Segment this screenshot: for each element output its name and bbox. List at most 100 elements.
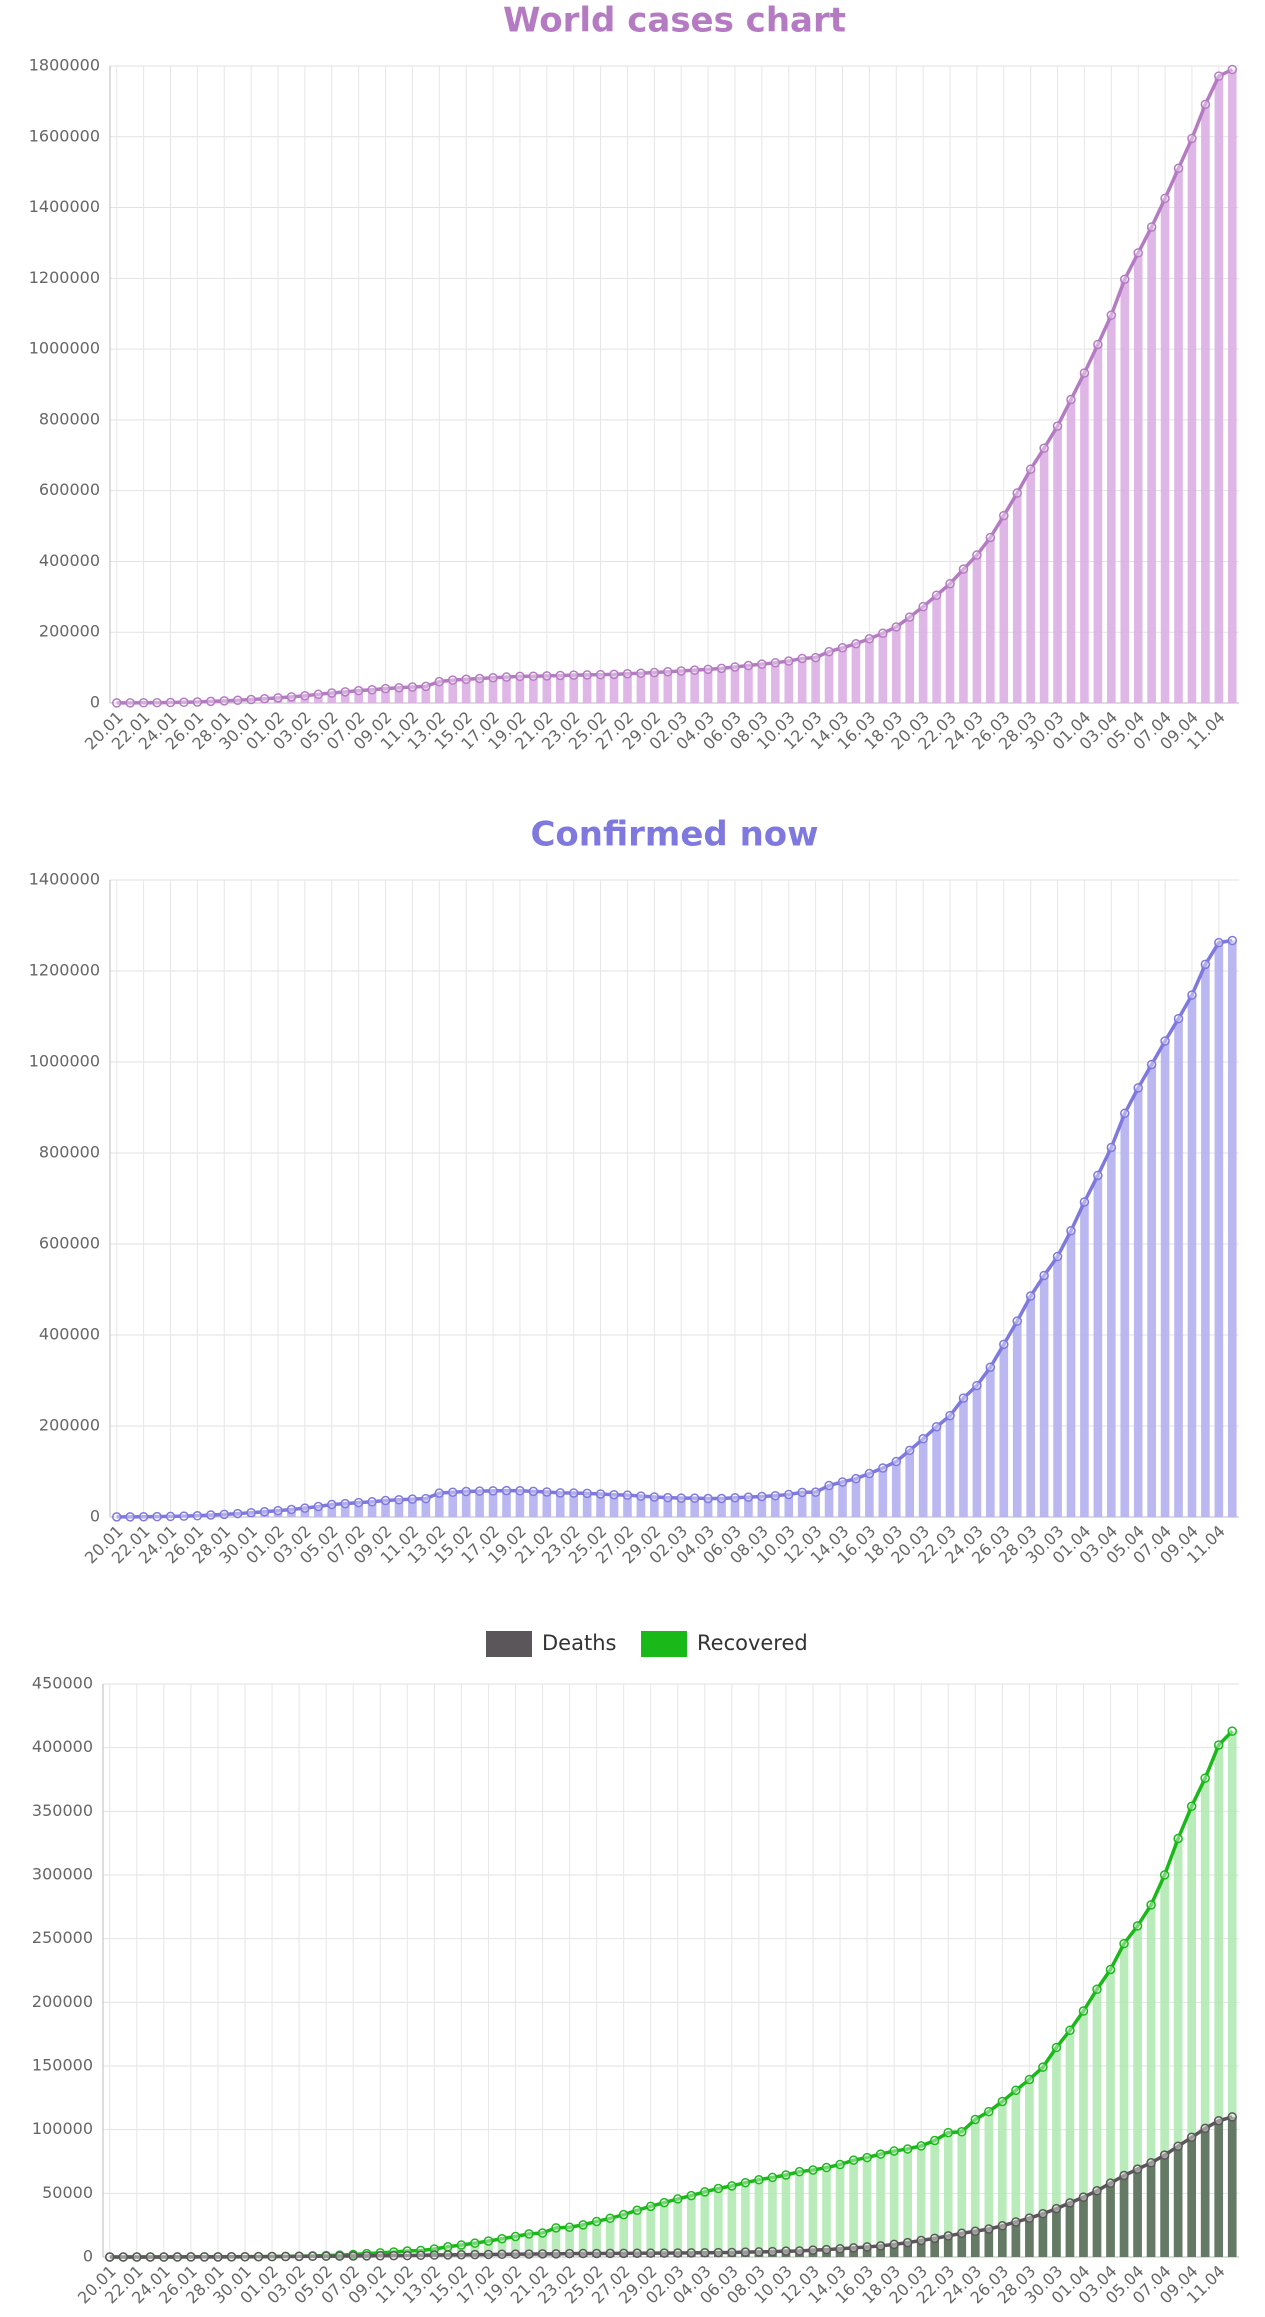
point [268,2253,276,2261]
bar [1013,493,1022,703]
point [714,2184,722,2192]
point [301,1504,309,1512]
bar [1188,995,1197,1517]
y-tick-label: 1600000 [29,126,100,145]
bar [784,661,793,703]
bar [959,569,968,703]
bar [838,648,847,703]
point [879,1464,887,1472]
point [408,1495,416,1503]
bar [946,1416,955,1517]
bar [1174,1019,1183,1517]
bar [863,2158,872,2257]
point [852,1475,860,1483]
point [1107,2179,1115,2187]
bar [825,652,834,703]
point [376,2252,384,2260]
point [1094,1171,1102,1179]
bar [1134,253,1143,703]
point [1054,422,1062,430]
point [328,689,336,697]
point [583,1489,591,1497]
y-tick-label: 200000 [39,622,100,641]
point [1012,2218,1020,2226]
point [449,1488,457,1496]
bar [959,1398,968,1517]
point [647,2202,655,2210]
point [798,654,806,662]
point [336,2252,344,2260]
bar [836,2165,845,2257]
bar [1201,2128,1210,2257]
point [417,2251,425,2259]
point [1174,1835,1182,1843]
point [606,2214,614,2222]
bar [1025,2218,1034,2257]
point [363,2252,371,2260]
point [1052,2043,1060,2051]
point [714,2249,722,2257]
point [449,676,457,684]
bar [822,2168,831,2257]
line [110,2117,1232,2257]
point [146,2253,154,2261]
y-tick-label: 800000 [39,409,100,428]
point [904,2239,912,2247]
point [863,2154,871,2162]
point [986,534,994,542]
y-tick-label: 400000 [32,1737,93,1756]
y-tick-label: 400000 [39,1325,100,1344]
point [355,1499,363,1507]
bar [700,2192,709,2257]
point [1093,2187,1101,2195]
point [382,685,390,693]
point [457,2251,465,2259]
y-tick-label: 200000 [39,1416,100,1435]
bar [1012,2222,1021,2257]
y-tick-label: 1400000 [29,870,100,889]
point [687,2192,695,2200]
bar [1013,1321,1022,1517]
point [1228,937,1236,945]
bar [1052,2209,1061,2257]
point [985,2225,993,2233]
point [579,2250,587,2258]
point [126,699,134,707]
point [1067,1227,1075,1235]
point [637,1492,645,1500]
bar [1120,2176,1129,2257]
point [187,2253,195,2261]
point [552,2224,560,2232]
point [610,1491,618,1499]
point [731,1494,739,1502]
bar [677,671,686,703]
chart-title: World cases chart [503,1,846,41]
y-tick-label: 1200000 [29,268,100,287]
point [309,2252,317,2260]
point [633,2249,641,2257]
point [471,2239,479,2247]
point [890,2147,898,2155]
point [839,1478,847,1486]
point [247,696,255,704]
point [408,683,416,691]
point [133,2253,141,2261]
bar [1228,2117,1237,2257]
point [349,2252,357,2260]
point [812,1488,820,1496]
point [1228,2113,1236,2121]
point [1134,1922,1142,1930]
y-tick-label: 400000 [39,551,100,570]
point [395,1496,403,1504]
point [502,673,510,681]
point [341,1500,349,1508]
point [1107,311,1115,319]
point [744,662,752,670]
y-tick-label: 1000000 [29,339,100,358]
y-tick-label: 600000 [39,1234,100,1253]
point [287,1505,295,1513]
point [1067,396,1075,404]
point [173,2253,181,2261]
point [973,1382,981,1390]
point [852,640,860,648]
